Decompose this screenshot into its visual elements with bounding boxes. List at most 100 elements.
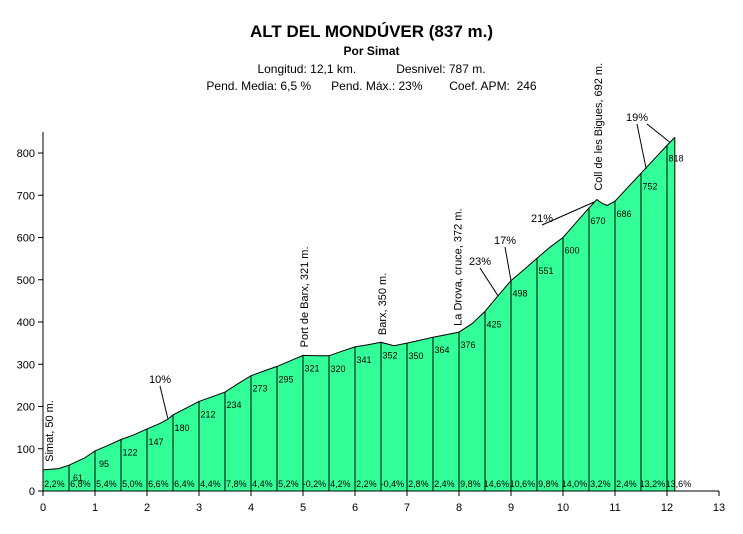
altitude-label: 350 [408,351,423,361]
altitude-label: 295 [278,374,293,384]
segment-grade-label: 10,6% [510,479,536,489]
segment-grade-label: 14,6% [484,479,510,489]
x-tick-label: 8 [456,502,462,514]
y-tick-label: 400 [17,317,35,329]
segment-grade-label: 2,8% [408,479,429,489]
altitude-label: 320 [330,364,345,374]
chart-subtitle: Por Simat [343,44,400,58]
altitude-label: 61 [73,473,83,483]
segment-grade-label: 6,8% [70,479,91,489]
segment-grade-label: 9,8% [538,479,559,489]
segment-grade-label: 14,0% [562,479,588,489]
waypoint-label: Port de Barx, 321 m. [299,246,311,347]
y-tick-label: 300 [17,359,35,371]
stats-line-1: Longitud: 12,1 km. Desnivel: 787 m. [0,62,743,76]
segment-grade-label: 9,8% [460,479,481,489]
x-tick-label: 6 [352,502,358,514]
max-grade-callout: 21% [531,213,553,225]
altitude-label: 352 [382,350,397,360]
segment-grade-label: 6,6% [148,479,169,489]
segment-grade-label: -0,4% [381,479,405,489]
stats-line-2: Pend. Media: 6,5 % Pend. Máx.: 23% Coef.… [0,79,743,93]
x-tick-label: 13 [713,502,725,514]
profile-area [43,137,675,491]
altitude-label: 376 [460,340,475,350]
altitude-label: 600 [564,246,579,256]
x-tick-label: 1 [92,502,98,514]
y-tick-label: 200 [17,402,35,414]
segment-grade-label: 7,8% [226,479,247,489]
segment-grade-label: 4,4% [200,479,221,489]
axes-group: 0 1 2 3 4 5 6 7 8 9 10 11 12 130100200300400500600700… [17,131,725,514]
altitude-label: 234 [226,400,241,410]
segment-grade-label: 2,4% [616,479,637,489]
max-grade-leader-line [159,385,169,419]
y-tick-label: 500 [17,275,35,287]
altitude-label: 341 [356,355,371,365]
altitude-label: 818 [668,153,683,163]
altitude-label: 425 [486,319,501,329]
profile-outline [42,137,676,471]
x-tick-label: 2 [144,502,150,514]
segment-grade-label: 4,4% [252,479,273,489]
chart-title: ALT DEL MONDÚVER (837 m.) [249,22,494,41]
y-tick-label: 800 [17,148,35,160]
km-dividers-group [42,137,676,491]
stat-pend-max: Pend. Máx.: 23% [331,79,423,93]
altitude-label: 321 [304,363,319,373]
y-tick-label: 600 [17,233,35,245]
x-tick-label: 3 [196,502,202,514]
max-grade-leader-line [504,246,512,281]
max-grade-leader-line [479,267,499,297]
x-tick-label: 11 [609,502,620,514]
y-tick-label: 0 [29,486,35,498]
segment-grade-label: 5,2% [278,479,299,489]
waypoint-label: Barx, 350 m. [377,273,389,335]
segment-grade-label: 3,2% [590,479,611,489]
max-grade-callout: 19% [626,112,648,124]
segment-grade-label: 6,4% [174,479,195,489]
altitude-label: 212 [200,409,215,419]
stat-pend-media: Pend. Media: 6,5 % [206,79,312,93]
altitude-label: 686 [616,209,631,219]
altitude-label: 364 [434,345,449,355]
segment-grade-label: 2,2% [44,479,65,489]
segment-grade-label: -0,2% [303,479,327,489]
segment-grade-label: 13,6% [666,479,692,489]
altitude-label: 95 [99,459,109,469]
altitude-label: 147 [148,437,163,447]
altitude-label: 180 [174,423,189,433]
x-tick-label: 9 [508,502,514,514]
waypoint-label: Coll de les Bigues, 692 m. [593,63,605,191]
y-tick-label: 100 [17,444,35,456]
altitude-label: 273 [252,384,267,394]
max-grade-callout: 23% [469,256,491,268]
max-grade-leader-line [541,201,595,226]
segment-grade-label: 13,2% [640,479,666,489]
x-tick-label: 12 [661,502,673,514]
waypoint-label: La Drova, cruce, 372 m. [452,208,464,325]
segment-grade-label: 4,2% [330,479,351,489]
waypoint-label: Simat, 50 m. [44,400,56,462]
x-tick-label: 5 [300,502,306,514]
segment-grade-label: 2,2% [356,479,377,489]
profile-area-group [43,137,675,491]
x-tick-label: 7 [404,502,410,514]
altitude-label: 670 [590,216,605,226]
segment-grade-label: 5,4% [96,479,117,489]
labels-group: 61 95 122 147 180 212 234 273 295 321 320 341 352 350… [44,63,691,489]
stat-coef-apm: Coef. APM: 246 [449,79,537,93]
x-tick-label: 4 [248,502,254,514]
max-grade-leader-line [646,123,670,143]
x-tick-label: 10 [557,502,569,514]
max-grade-callout: 17% [494,235,516,247]
altitude-label: 752 [642,181,657,191]
max-grade-callout: 10% [149,374,171,386]
x-tick-label: 0 [40,502,46,514]
max-grade-leader-line [636,123,647,170]
y-tick-label: 700 [17,190,35,202]
stat-desnivel: Desnivel: 787 m. [396,62,486,76]
stat-longitud: Longitud: 12,1 km. [257,62,357,76]
segment-grade-label: 2,4% [434,479,455,489]
